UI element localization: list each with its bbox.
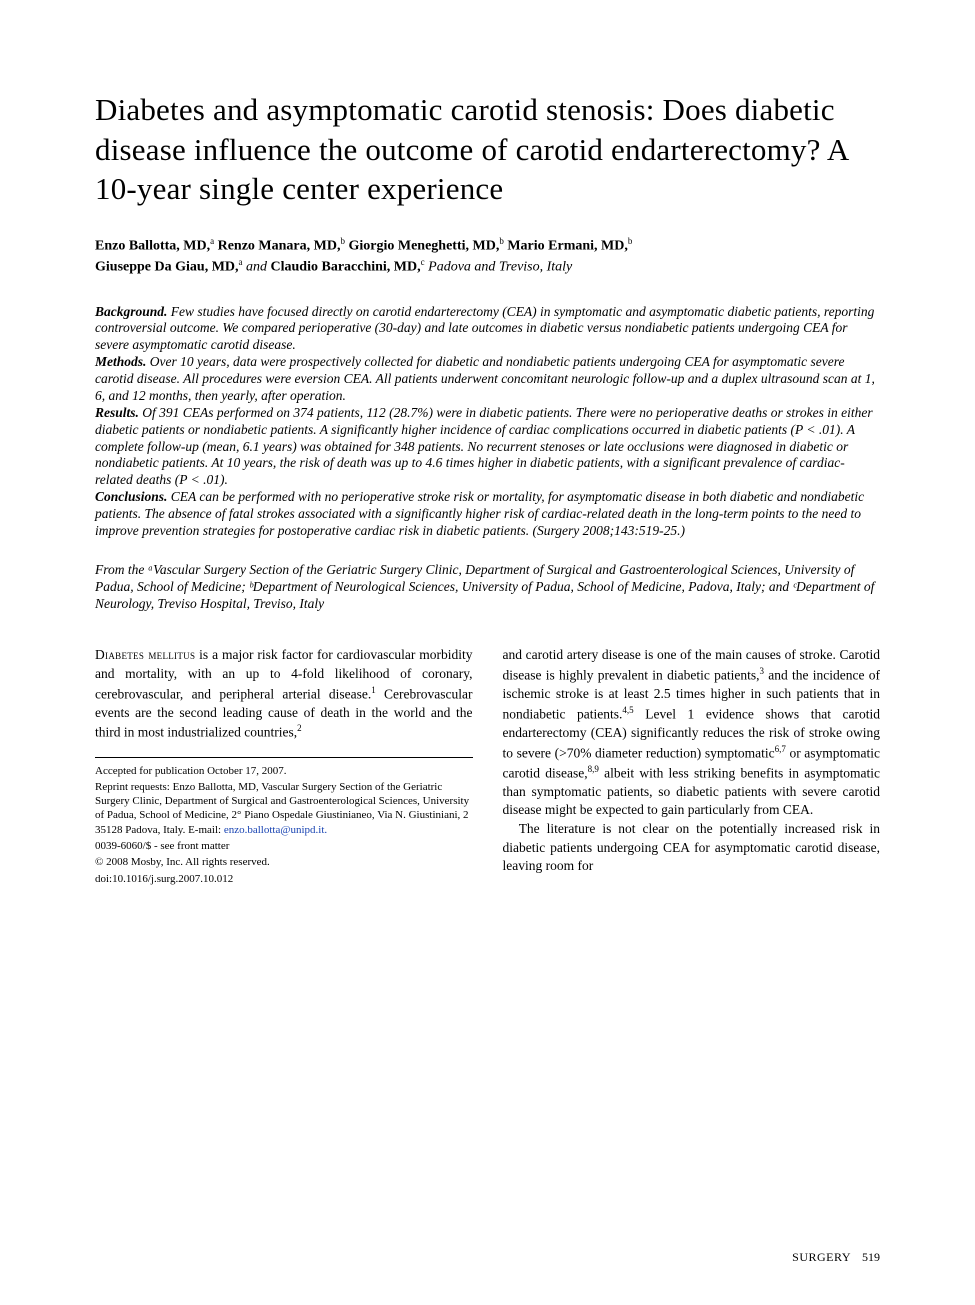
abstract-mt-text: Over 10 years, data were prospectively c… bbox=[95, 354, 875, 403]
affiliation-marker-c: c bbox=[421, 257, 425, 267]
citation-89: 8,9 bbox=[588, 764, 599, 774]
author-2: Renzo Manara, MD, bbox=[218, 239, 341, 254]
article-title: Diabetes and asymptomatic carotid stenos… bbox=[95, 90, 880, 209]
abstract-rs-text: Of 391 CEAs performed on 374 patients, 1… bbox=[95, 405, 873, 488]
footer-journal: SURGERY bbox=[792, 1250, 851, 1264]
fn-doi: doi:10.1016/j.surg.2007.10.012 bbox=[95, 872, 473, 886]
author-3: Giorgio Meneghetti, MD, bbox=[348, 239, 499, 254]
body-col-right: and carotid artery disease is one of the… bbox=[503, 646, 881, 888]
body-columns: Diabetes mellitus is a major risk factor… bbox=[95, 646, 880, 888]
article-page: Diabetes and asymptomatic carotid stenos… bbox=[0, 0, 975, 1305]
page-footer: SURGERY 519 bbox=[792, 1250, 880, 1265]
citation-2: 2 bbox=[297, 723, 302, 733]
abstract-cn-text: CEA can be performed with no perioperati… bbox=[95, 489, 864, 538]
author-5: Giuseppe Da Giau, MD, bbox=[95, 260, 239, 275]
affiliations-block: From the ᵃVascular Surgery Section of th… bbox=[95, 562, 880, 613]
body-para-1: Diabetes mellitus is a major risk factor… bbox=[95, 646, 473, 742]
abstract-block: Background. Few studies have focused dir… bbox=[95, 304, 880, 540]
affiliation-marker-b2: b bbox=[499, 236, 504, 246]
abstract-cn-head: Conclusions. bbox=[95, 489, 167, 504]
body-para-1-cont: and carotid artery disease is one of the… bbox=[503, 646, 881, 820]
body-col-left: Diabetes mellitus is a major risk factor… bbox=[95, 646, 473, 888]
abstract-bg-text: Few studies have focused directly on car… bbox=[95, 304, 874, 353]
footer-page-number: 519 bbox=[862, 1250, 880, 1264]
reprint-email-link[interactable]: enzo.ballotta@unipd.it. bbox=[224, 824, 327, 836]
fn-accepted: Accepted for publication October 17, 200… bbox=[95, 764, 473, 778]
body-para-2: The literature is not clear on the poten… bbox=[503, 820, 881, 876]
footnotes-block: Accepted for publication October 17, 200… bbox=[95, 757, 473, 886]
fn-issn: 0039-6060/$ - see front matter bbox=[95, 839, 473, 853]
affiliation-marker-a2: a bbox=[239, 257, 243, 267]
citation-45: 4,5 bbox=[622, 705, 633, 715]
authors-block: Enzo Ballotta, MD,a Renzo Manara, MD,b G… bbox=[95, 235, 880, 278]
authors-and: and bbox=[246, 260, 271, 275]
affiliation-marker-b3: b bbox=[628, 236, 633, 246]
abstract-bg-head: Background. bbox=[95, 304, 167, 319]
affiliation-marker-b: b bbox=[340, 236, 345, 246]
fn-reprint: Reprint requests: Enzo Ballotta, MD, Vas… bbox=[95, 780, 473, 837]
affiliation-marker-a: a bbox=[210, 236, 214, 246]
author-6: Claudio Baracchini, MD, bbox=[271, 260, 421, 275]
author-4: Mario Ermani, MD, bbox=[507, 239, 628, 254]
authors-location: Padova and Treviso, Italy bbox=[428, 260, 572, 275]
lead-smallcaps: Diabetes mellitus bbox=[95, 647, 195, 662]
abstract-mt-head: Methods. bbox=[95, 354, 146, 369]
author-1: Enzo Ballotta, MD, bbox=[95, 239, 210, 254]
abstract-rs-head: Results. bbox=[95, 405, 139, 420]
fn-copyright: © 2008 Mosby, Inc. All rights reserved. bbox=[95, 855, 473, 869]
citation-67: 6,7 bbox=[775, 744, 786, 754]
